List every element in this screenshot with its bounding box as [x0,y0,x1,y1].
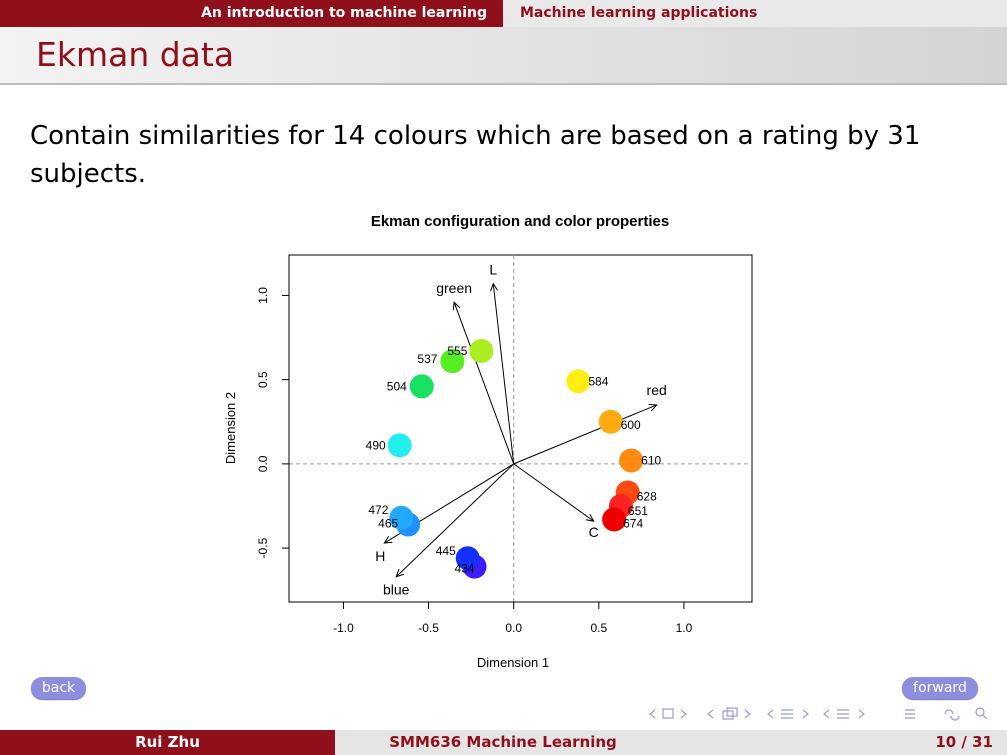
ekman-scatter-plot: Ekman configuration and color properties… [223,213,753,670]
point-label-434: 434 [455,562,475,576]
document-icon[interactable] [837,709,849,719]
section-next-icon[interactable] [802,709,809,719]
arrow-head-blue [395,569,404,578]
document-next-icon[interactable] [858,709,865,719]
arrow-label-blue: blue [383,582,410,598]
x-tick-label: -1.0 [333,621,354,635]
y-tick-label: 0.5 [256,371,270,388]
section-link-applications[interactable]: Machine learning applications [520,5,758,21]
point-584 [566,369,591,394]
subsection-icon[interactable] [722,707,738,720]
point-label-584: 584 [588,374,608,388]
y-tick-label: 0.0 [256,455,270,472]
chart-title: Ekman configuration and color properties [371,213,669,230]
arrow-label-red: red [647,382,667,398]
point-490 [387,433,412,458]
arrow-l [492,283,515,464]
footer-page-number: 10 / 31 [935,733,993,751]
point-label-674: 674 [623,516,643,530]
forward-button[interactable]: forward [902,677,978,699]
section-nav-left-bg [0,0,503,27]
arrow-head-l [490,282,498,292]
plot-area-frame [288,254,753,603]
frame-icon[interactable] [662,708,674,719]
arrow-blue [395,463,515,578]
y-tick-label: -0.5 [256,537,270,558]
point-label-445: 445 [436,544,456,558]
subsection-next-icon[interactable] [744,709,751,719]
point-445 [455,546,480,571]
section-icon[interactable] [781,709,793,719]
arrow-head-h [383,536,393,544]
search-icon[interactable] [975,707,988,720]
arrow-head-green [452,301,461,311]
x-axis-label: Dimension 1 [477,655,549,670]
appendix-icon[interactable] [905,709,915,719]
x-tick-label: 0.5 [590,621,607,635]
data-points [387,339,644,579]
y-axis: -0.5 0.0 0.5 1.0 [256,287,290,558]
section-navigation-bar: An introduction to machine learning Mach… [0,0,1007,27]
footer-course: SMM636 Machine Learning [335,730,671,755]
x-axis: -1.0 -0.5 0.0 0.5 1.0 [333,601,693,635]
frame-next-icon[interactable] [680,709,687,719]
reference-lines [289,255,752,602]
x-tick-label: 0.0 [505,621,522,635]
point-label-504: 504 [387,379,407,393]
frame-prev-icon[interactable] [649,709,656,719]
point-label-600: 600 [621,418,641,432]
back-button[interactable]: back [31,677,86,699]
point-600 [598,409,623,434]
beamer-navigation-symbols [649,707,988,721]
point-674 [602,507,627,532]
point-label-651: 651 [628,504,648,518]
back-forward-icon[interactable] [944,709,960,721]
x-tick-label: -0.5 [418,621,439,635]
point-537 [440,349,465,374]
document-prev-icon[interactable] [823,709,830,719]
arrow-label-green: green [436,280,472,296]
point-label-555: 555 [447,344,467,358]
arrow-label-c: C [589,524,599,540]
footer-author: Rui Zhu [0,730,335,755]
point-label-490: 490 [366,438,386,452]
arrow-green [453,301,515,465]
arrow-head-red [648,403,658,412]
section-link-intro[interactable]: An introduction to machine learning [201,5,487,21]
y-tick-label: 1.0 [256,287,270,304]
footer-bar: Rui Zhu SMM636 Machine Learning 10 / 31 [0,730,1007,755]
frame-title-bar: Ekman data [0,27,1007,85]
point-label-472: 472 [368,503,388,517]
point-label-610: 610 [641,454,661,468]
point-label-465: 465 [378,517,398,531]
section-nav-right-bg [503,0,1007,27]
y-axis-label: Dimension 2 [223,392,238,464]
point-472 [389,505,414,530]
slide-body-text: Contain similarities for 14 colours whic… [30,121,921,189]
arrow-head-c [585,513,595,522]
point-label-537: 537 [417,352,437,366]
section-prev-icon[interactable] [767,709,774,719]
point-504 [409,374,434,399]
arrow-label-l: L [489,262,497,278]
subsection-prev-icon[interactable] [707,709,714,719]
frame-title: Ekman data [36,35,235,74]
footer-page-box: 10 / 31 [671,730,1007,755]
point-label-628: 628 [637,490,657,504]
x-tick-label: 1.0 [676,621,693,635]
point-555 [469,339,494,364]
point-610 [619,448,644,473]
arrow-red [513,404,657,465]
arrow-c [513,463,594,522]
arrow-label-h: H [375,548,385,564]
